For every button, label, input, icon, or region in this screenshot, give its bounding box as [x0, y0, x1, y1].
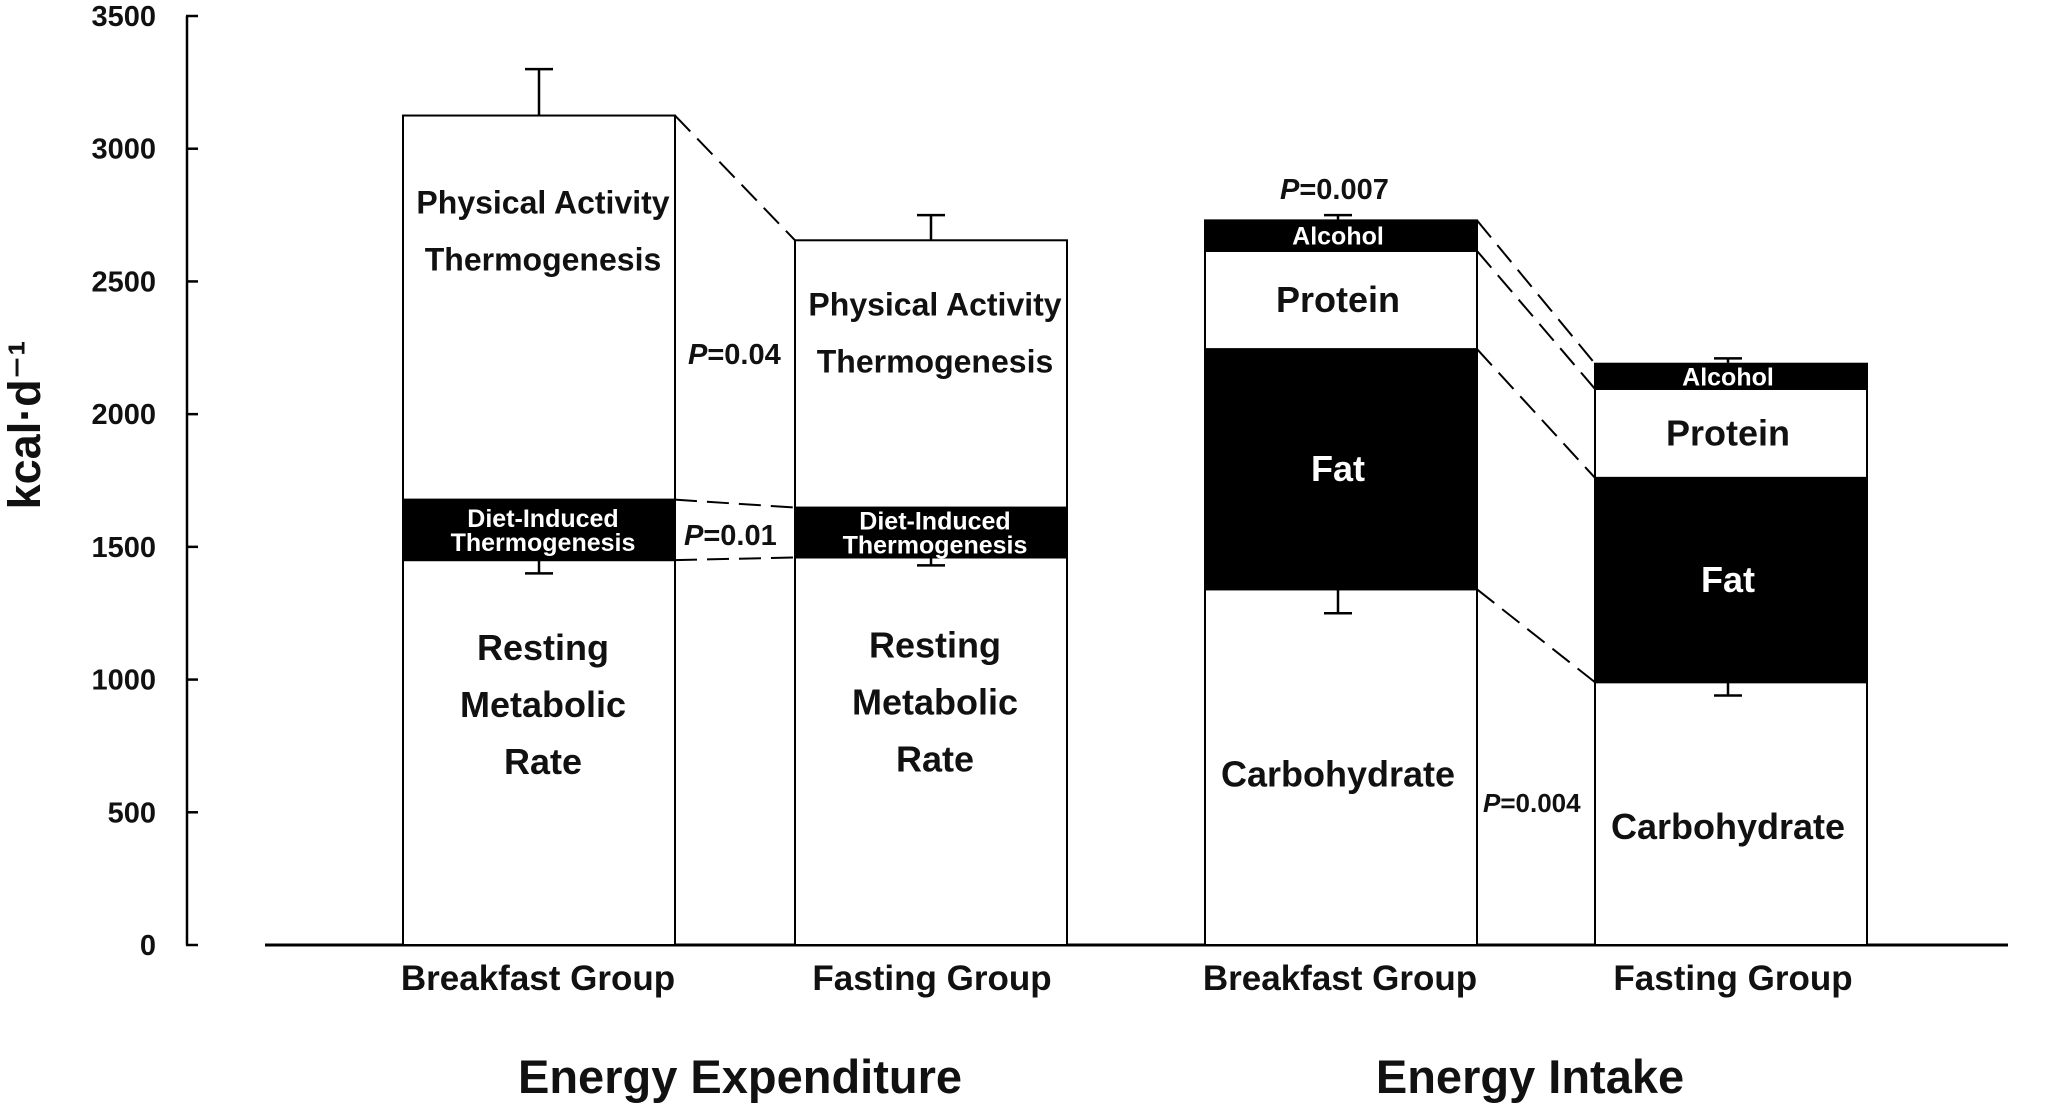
segment-label-line: Protein [1666, 412, 1790, 453]
segment-label-line: Thermogenesis [843, 532, 1028, 560]
bars-layer [402, 67, 1868, 947]
segment-label-fat: Fat [1701, 559, 1755, 600]
segment-label-line: Rate [896, 738, 974, 779]
segment-label-line: Protein [1276, 279, 1400, 320]
segment-carbohydrate [1594, 681, 1868, 946]
segment-label-protein: Protein [1276, 279, 1400, 320]
segment-protein [1204, 249, 1478, 351]
y-tick-label-1000: 1000 [91, 665, 156, 697]
segment-label-line: Fat [1701, 559, 1755, 600]
y-tick-label-2500: 2500 [91, 266, 156, 298]
segment-fat [1204, 348, 1478, 591]
connector-line [1476, 348, 1596, 479]
segment-label-physical-activity-thermogenesis: Physical Activity Thermogenesis [808, 286, 1061, 379]
segment-label-line: Resting [869, 624, 1001, 665]
category-label-breakfast-group: Breakfast Group [1203, 959, 1477, 998]
segment-label-alcohol: Alcohol [1682, 363, 1774, 391]
segment-label-line: Diet-Induced [467, 505, 618, 533]
axes: 0 500 1000 1500 2000 2500 3000 3500 [91, 1, 2008, 962]
segment-label-diet-induced-thermogenesis: Diet-Induced Thermogenesis [843, 508, 1028, 560]
connector-line [674, 114, 796, 241]
segment-label-line: Carbohydrate [1611, 806, 1845, 847]
segment-physical-activity-thermogenesis [794, 239, 1068, 509]
segment-label-line: Carbohydrate [1221, 753, 1455, 794]
segment-label-line: Physical Activity [416, 185, 669, 221]
segment-label-line: Alcohol [1292, 223, 1384, 251]
group-title-energy-intake: Energy Intake [1376, 1050, 1684, 1103]
connector-line [674, 556, 796, 562]
segment-protein [1594, 387, 1868, 479]
p-value-diet-induced: P=0.01 [684, 520, 777, 552]
bar-energy-intake-breakfast-group [1204, 213, 1478, 947]
segment-label-line: Resting [477, 627, 609, 668]
y-tick-label-3000: 3000 [91, 134, 156, 166]
segment-label-line: Thermogenesis [451, 529, 636, 557]
segment-label-line: Diet-Induced [859, 508, 1010, 536]
segment-label-line: Metabolic [852, 681, 1018, 722]
segment-resting-metabolic-rate [794, 556, 1068, 947]
y-tick-label-0: 0 [140, 930, 156, 962]
segment-label-line: Metabolic [460, 684, 626, 725]
bar-energy-expenditure-fasting-group [794, 213, 1068, 947]
p-value-carbohydrate: P=0.004 [1483, 788, 1581, 818]
y-tick-label-1500: 1500 [91, 532, 156, 564]
segment-label-fat: Fat [1311, 448, 1365, 489]
group-title-energy-expenditure: Energy Expenditure [518, 1050, 962, 1103]
segment-label-protein: Protein [1666, 412, 1790, 453]
p-value-alcohol: P=0.007 [1280, 174, 1389, 206]
segment-fat [1594, 476, 1868, 684]
segment-label-diet-induced-thermogenesis: Diet-Induced Thermogenesis [451, 505, 636, 557]
y-axis-label: kcal·d⁻¹ [0, 341, 50, 510]
segment-label-line: Rate [504, 741, 582, 782]
segment-label-carbohydrate: Carbohydrate [1221, 753, 1455, 794]
bar-energy-expenditure-breakfast-group [402, 67, 676, 947]
segment-resting-metabolic-rate [402, 559, 676, 947]
segment-label-carbohydrate: Carbohydrate [1611, 806, 1845, 847]
segment-labels: Breakfast Group Resting Metabolic Rate Diet-… [401, 185, 1853, 998]
category-label-fasting-group: Fasting Group [812, 959, 1051, 998]
segment-label-resting-metabolic-rate: Resting Metabolic Rate [852, 624, 1018, 779]
category-label-breakfast-group: Breakfast Group [401, 959, 675, 998]
segment-physical-activity-thermogenesis [402, 114, 676, 501]
y-tick-label-3500: 3500 [91, 1, 156, 33]
segment-label-resting-metabolic-rate: Resting Metabolic Rate [460, 627, 626, 782]
y-tick-label-500: 500 [108, 797, 156, 829]
segment-alcohol [1204, 219, 1478, 252]
segment-label-physical-activity-thermogenesis: Physical Activity Thermogenesis [416, 185, 669, 278]
segment-label-alcohol: Alcohol [1292, 223, 1384, 251]
segment-label-line: Alcohol [1682, 363, 1774, 391]
segment-label-line: Thermogenesis [817, 343, 1054, 379]
connector-lines [674, 114, 1596, 684]
segment-alcohol [1594, 362, 1868, 390]
segment-label-line: Thermogenesis [425, 242, 662, 278]
connector-line [1476, 588, 1596, 684]
y-tick-label-2000: 2000 [91, 399, 156, 431]
p-value-physical-activity: P=0.04 [688, 339, 781, 371]
bar-energy-intake-fasting-group [1594, 357, 1868, 946]
segment-diet-induced-thermogenesis [402, 498, 676, 562]
connector-line [674, 498, 796, 509]
segment-diet-induced-thermogenesis [794, 506, 1068, 559]
segment-label-line: Physical Activity [808, 286, 1061, 322]
category-label-fasting-group: Fasting Group [1613, 959, 1852, 998]
segment-carbohydrate [1204, 588, 1478, 947]
segment-label-line: Fat [1311, 448, 1365, 489]
